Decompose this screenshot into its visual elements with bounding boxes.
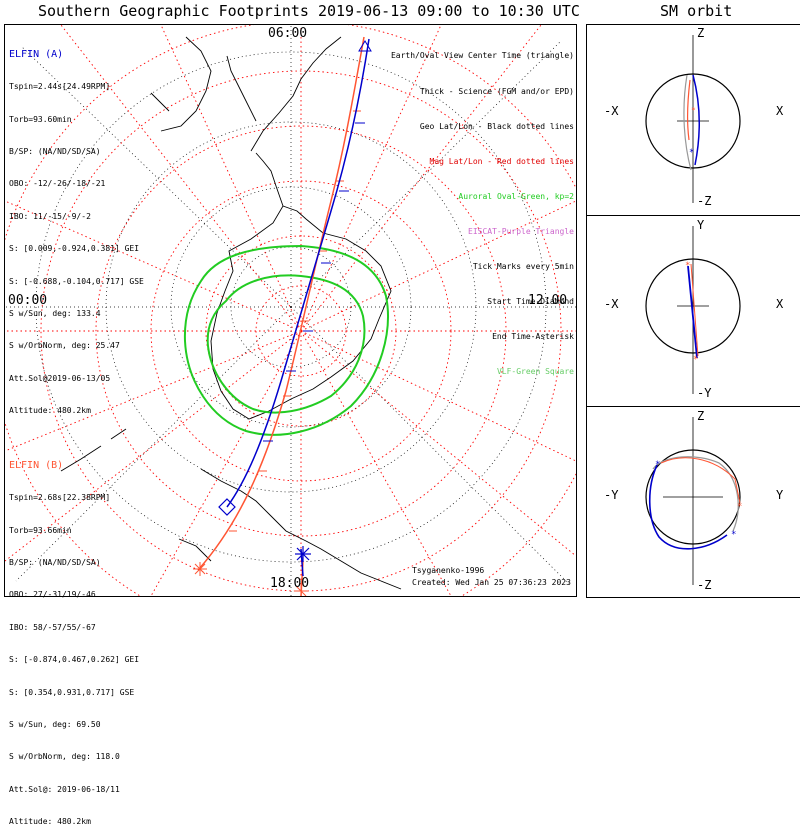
- elfin-a-path: [226, 38, 370, 508]
- sm-1-top: Z: [697, 26, 705, 40]
- plot-title: Southern Geographic Footprints 2019-06-1…: [38, 2, 580, 20]
- antarctic-peninsula: [255, 152, 284, 207]
- elfin-a-center-triangle: [358, 40, 372, 52]
- elfin-b-line: S w/OrbNorm, deg: 118.0: [9, 752, 120, 762]
- elfin-b-line: Torb=93.66min: [9, 525, 72, 535]
- sm-2-right: X: [776, 297, 784, 311]
- sm-panel-1: * *: [586, 24, 800, 216]
- elfin-b-line: S: [0.354,0.931,0.717] GSE: [9, 687, 135, 697]
- elfin-b-end-asterisk: [193, 562, 308, 596]
- sm-2-left: -X: [604, 297, 619, 311]
- elfin-a-track: [218, 38, 372, 577]
- legend-entry: Auroral Oval-Green, kp=2: [458, 191, 574, 201]
- elfin-a-info: ELFIN (A) Tspin=2.44s[24.49RPM] Torb=93.…: [9, 27, 144, 428]
- legend: Earth/Oval View Center Time (triangle) T…: [391, 27, 574, 390]
- elfin-b-track: [193, 36, 365, 596]
- svg-text:*: *: [691, 106, 696, 115]
- elfin-a-line: Altitude: 480.2km: [9, 406, 91, 416]
- polar-map: [5, 25, 576, 596]
- legend-entry: Earth/Oval View Center Time (triangle): [390, 51, 574, 61]
- antarctica-coast: [210, 205, 392, 420]
- sm-2-bottom: -Y: [697, 386, 712, 400]
- elfin-b-info: ELFIN (B) Tspin=2.68s[22.38RPM] Torb=93.…: [9, 438, 139, 839]
- legend-entry: Start Time-Diamond: [487, 297, 574, 307]
- elfin-a-line: Att.Sol@2019-06-13/05: [9, 373, 111, 383]
- elfin-b-line: S w/Sun, deg: 69.50: [9, 719, 101, 729]
- africa-coast: [150, 36, 212, 132]
- sm-1-left: -X: [604, 104, 619, 118]
- sm-panel-2-plot: * *: [645, 226, 741, 394]
- elfin-b-ticks: [229, 110, 361, 532]
- sm-3-left: -Y: [604, 488, 619, 502]
- svg-text:*: *: [685, 261, 690, 271]
- elfin-a-line: S: [-0.688,-0.104,0.717] GSE: [9, 276, 144, 286]
- legend-entry: Thick - Science (FGM and/or EPD): [419, 86, 574, 96]
- elfin-b-line: Tspin=2.68s[22.38RPM]: [9, 493, 111, 503]
- elfin-a-line: S w/OrbNorm, deg: 25.47: [9, 341, 120, 351]
- elfin-b-line: B/SP: (NA/ND/SD/SA): [9, 557, 101, 567]
- label-left-0000: 00:00: [8, 293, 48, 308]
- auroral-ovals: [183, 244, 389, 436]
- elfin-a-start-diamond: [218, 498, 236, 516]
- sm-2-top: Y: [697, 218, 705, 232]
- legend-entry: Geo Lat/Lon - Black dotted lines: [419, 121, 574, 131]
- elfin-b-line: OBO: 27/-31/19/-46: [9, 590, 96, 600]
- sm-panel-2: * *: [586, 215, 800, 407]
- elfin-b-line: Altitude: 480.2km: [9, 817, 91, 827]
- sm-1-right: X: [776, 104, 784, 118]
- label-top-0600: 06:00: [268, 26, 308, 41]
- sm-3-bottom: -Z: [697, 578, 712, 592]
- model-credit: Tsyganenko-1996: [412, 566, 485, 575]
- elfin-b-line: S: [-0.874,0.467,0.262] GEI: [9, 655, 140, 665]
- svg-text:*: *: [737, 502, 742, 512]
- elfin-b-line: IBO: 58/-57/55/-67: [9, 622, 96, 632]
- svg-text:*: *: [731, 530, 736, 540]
- geo-lon-lines: [5, 25, 576, 596]
- sm-3-top: Z: [697, 409, 705, 423]
- elfin-b-header: ELFIN (B): [9, 459, 64, 471]
- south-america-coast: [226, 36, 342, 152]
- polar-map-frame: [4, 24, 577, 597]
- elfin-a-line: Tspin=2.44s[24.49RPM]: [9, 82, 111, 92]
- elfin-a-line: S: [0.009,-0.924,0.381] GEI: [9, 244, 140, 254]
- elfin-a-line: S w/Sun, deg: 133.4: [9, 308, 101, 318]
- elfin-b-line: Att.Sol@: 2019-06-18/11: [9, 784, 120, 794]
- svg-text:*: *: [689, 148, 694, 158]
- sm-panel-3-plot: * * *: [645, 417, 742, 585]
- legend-entry: EISCAT-Purple Triangle: [468, 226, 574, 236]
- sm-panel-1-plot: * *: [645, 35, 741, 203]
- elfin-b-path: [198, 36, 365, 570]
- sm-orbit-title: SM orbit: [660, 2, 733, 20]
- svg-text:*: *: [693, 355, 698, 365]
- legend-entry: End Time-Asterisk: [492, 332, 574, 342]
- auroral-oval-inner: [206, 274, 366, 414]
- legend-entry: Tick Marks every 5min: [472, 262, 574, 272]
- elfin-a-line: OBO: -12/-26/-18/-21: [9, 179, 106, 189]
- legend-entry: VLF-Green Square: [496, 367, 574, 377]
- elfin-a-ticks: [263, 122, 365, 442]
- legend-entry: Mag Lat/Lon - Red dotted lines: [429, 156, 575, 166]
- created-timestamp: Created: Wed Jan 25 07:36:23 2023: [412, 578, 571, 587]
- svg-text:*: *: [655, 460, 660, 470]
- elfin-a-line: IBO: 11/-15/-9/-2: [9, 211, 91, 221]
- island-coast: [178, 538, 212, 562]
- new-zealand-coast: [60, 428, 127, 472]
- sm-panel-3: * * *: [586, 406, 800, 598]
- label-bottom-1800: 18:00: [270, 576, 310, 591]
- label-right-1200: 12:00: [528, 293, 568, 308]
- coastlines: [60, 36, 402, 590]
- elfin-a-end-asterisk: [295, 546, 311, 562]
- elfin-a-line: B/SP: (NA/ND/SD/SA): [9, 146, 101, 156]
- sm-3-right: Y: [776, 488, 784, 502]
- elfin-a-header: ELFIN (A): [9, 48, 64, 60]
- auroral-oval-outer: [183, 244, 389, 436]
- elfin-a-line: Torb=93.60min: [9, 114, 72, 124]
- sm-1-bottom: -Z: [697, 194, 712, 208]
